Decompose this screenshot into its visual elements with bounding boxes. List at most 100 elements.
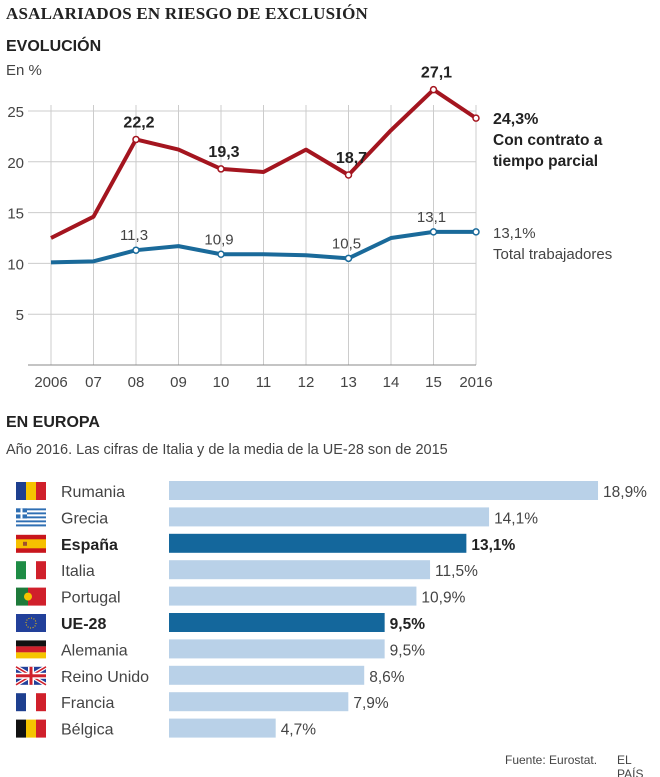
- data-point: [344, 254, 353, 263]
- data-point: [429, 85, 438, 94]
- flag-stripe: [16, 561, 26, 580]
- bar-value-label: 7,9%: [353, 695, 389, 712]
- x-tick-label: 13: [340, 374, 357, 391]
- bar: [169, 533, 467, 553]
- country-label: Grecia: [61, 510, 108, 527]
- series-end-value: 13,1%: [493, 225, 536, 242]
- country-label: Bélgica: [61, 722, 114, 739]
- line-chart: 2006 07 08 09 10 11 12 13 14 15 2016 5 10 15 20 25 22,2 1…: [7, 65, 612, 391]
- data-point: [217, 250, 225, 259]
- country-label: UE-28: [61, 616, 106, 633]
- section-evolucion-heading: EVOLUCIÓN: [6, 38, 102, 55]
- unit-label: En %: [6, 62, 42, 79]
- flag-emblem: [24, 592, 32, 601]
- country-label: Rumania: [61, 484, 125, 501]
- bar: [169, 665, 365, 685]
- infographic-title: ASALARIADOS EN RIESGO DE EXCLUSIÓN: [6, 4, 368, 23]
- section-europa-subtitle: Año 2016. Las cifras de Italia y de la m…: [6, 442, 448, 458]
- flag-stripe: [16, 516, 46, 519]
- bar: [169, 639, 385, 659]
- bar-value-label: 13,1%: [471, 537, 515, 554]
- country-label: Francia: [61, 695, 114, 712]
- x-tick-label: 15: [425, 374, 442, 391]
- bar-value-label: 18,9%: [603, 484, 647, 501]
- bar: [169, 560, 431, 580]
- source-note: Fuente: Eurostat.: [505, 753, 598, 767]
- country-label: España: [61, 537, 118, 554]
- flag-stripe: [26, 719, 36, 738]
- bar: [169, 481, 599, 500]
- germany-flag-icon: [16, 640, 46, 659]
- flag-stripe: [16, 508, 46, 511]
- bar-value-label: 11,5%: [435, 563, 478, 580]
- greece-flag-icon: [16, 508, 46, 527]
- flag-stripe: [28, 587, 46, 606]
- flag-stripe: [16, 646, 46, 653]
- flag-stars: [25, 617, 37, 629]
- bar: [169, 718, 276, 738]
- data-point: [217, 165, 225, 173]
- point-label: 11,3: [120, 227, 148, 244]
- bar-value-label: 10,9%: [421, 590, 465, 607]
- flag-stripe: [26, 561, 36, 580]
- flag-stripe: [16, 640, 46, 647]
- flag-stripe: [36, 719, 46, 738]
- bar-value-label: 9,5%: [390, 616, 426, 633]
- flag-stripe: [16, 514, 46, 517]
- flag-stripe: [36, 482, 46, 500]
- series-name: Total trabajadores: [493, 246, 612, 263]
- bar-value-label: 4,7%: [281, 722, 317, 739]
- data-point: [429, 228, 438, 236]
- romania-flag-icon: [16, 482, 46, 500]
- bar-value-label: 8,6%: [369, 669, 405, 686]
- bar: [169, 692, 349, 712]
- uk-flag-icon: [14, 665, 48, 687]
- y-tick-label: 5: [16, 307, 24, 324]
- data-point: [344, 171, 353, 179]
- x-tick-label: 07: [85, 374, 102, 391]
- flag-stripe: [16, 719, 26, 738]
- x-tick-label: 08: [128, 374, 145, 391]
- flag-stripe: [23, 541, 27, 546]
- flag-stripe: [16, 693, 26, 712]
- data-point: [472, 114, 480, 122]
- point-label: 22,2: [123, 114, 154, 131]
- france-flag-icon: [16, 693, 46, 712]
- point-label: 27,1: [421, 65, 452, 82]
- bar-chart: Rumania 18,9% Grecia 14,1% España 13,1% Italia…: [14, 481, 647, 739]
- flag-stripe: [16, 674, 46, 678]
- country-label: Alemania: [61, 642, 128, 659]
- flag-stripe: [16, 524, 46, 527]
- flag-stripe: [16, 652, 46, 659]
- x-tick-label: 09: [170, 374, 187, 391]
- bar: [169, 613, 385, 632]
- flag-stripe: [16, 518, 46, 521]
- data-point: [132, 246, 140, 254]
- country-label: Portugal: [61, 590, 121, 607]
- flag-stripe: [16, 482, 26, 500]
- bar-value-label: 14,1%: [494, 510, 538, 527]
- flag-stripe: [16, 522, 46, 525]
- flag-stripe: [16, 539, 46, 549]
- y-tick-label: 20: [7, 155, 24, 172]
- bar-value-label: 9,5%: [390, 642, 426, 659]
- belgium-flag-icon: [16, 719, 46, 738]
- flag-stripe: [16, 512, 46, 515]
- point-label: 18,7: [336, 150, 367, 167]
- y-tick-label: 10: [7, 256, 24, 273]
- y-tick-label: 15: [7, 206, 24, 223]
- data-point: [132, 135, 140, 144]
- flag-stripe: [36, 693, 46, 712]
- x-tick-label: 10: [213, 374, 230, 391]
- country-label: Reino Unido: [61, 669, 149, 686]
- eu-flag-icon: [16, 614, 46, 632]
- x-tick-label: 2006: [34, 374, 67, 391]
- data-point: [472, 228, 480, 236]
- point-label: 13,1: [417, 209, 446, 226]
- bar: [169, 507, 490, 527]
- point-label: 10,5: [332, 235, 361, 252]
- country-label: Italia: [61, 563, 95, 580]
- point-label: 19,3: [208, 144, 239, 161]
- x-tick-label: 14: [383, 374, 400, 391]
